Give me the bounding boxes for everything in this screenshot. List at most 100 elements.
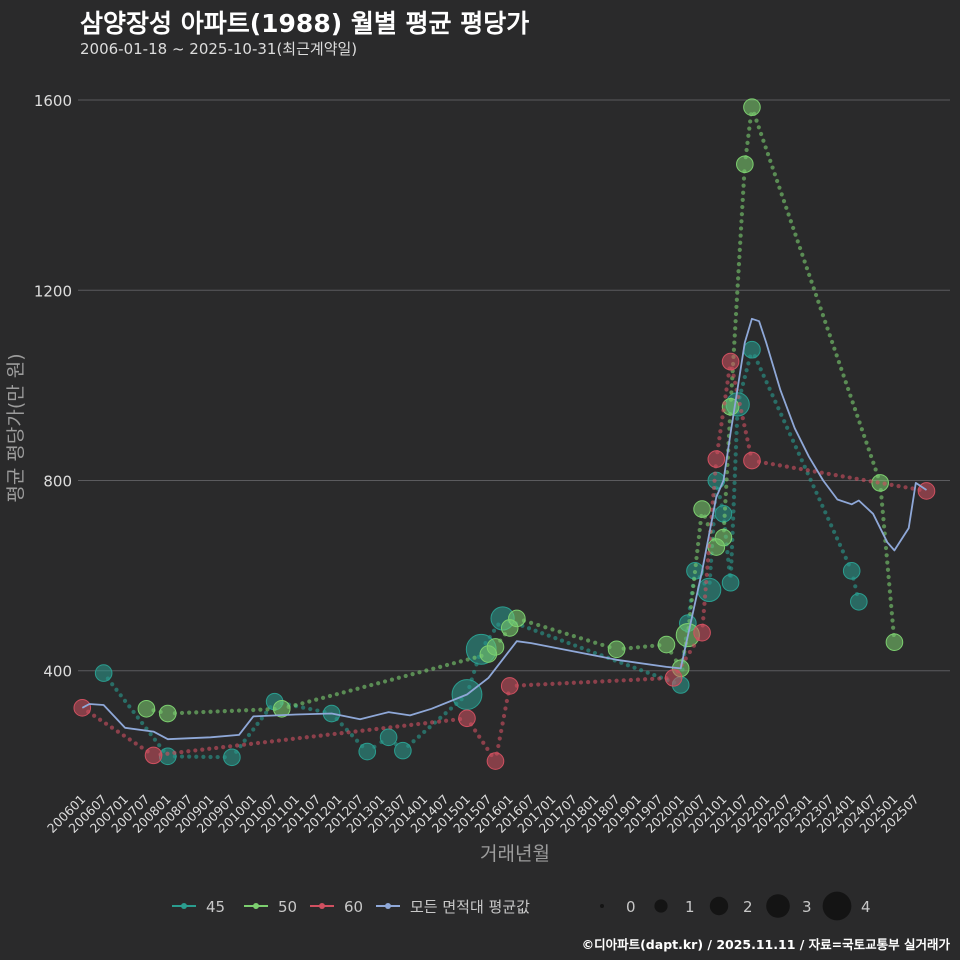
trend-dot: [528, 620, 534, 625]
trend-dot: [733, 466, 738, 471]
series-60-trend-segment: [756, 459, 922, 492]
trend-dot: [411, 739, 416, 744]
legend-item-size: 0: [600, 898, 636, 916]
chart-subtitle: 2006-01-18 ~ 2025-10-31(최근계약일): [80, 40, 358, 58]
trend-dot: [635, 645, 641, 650]
trend-dot: [739, 388, 744, 393]
trend-dot: [692, 569, 698, 575]
legend-size-marker: [654, 899, 668, 913]
trend-dot: [133, 741, 138, 746]
data-point-45: [94, 664, 113, 682]
trend-dot: [741, 176, 747, 181]
series-60-trend-segment: [468, 722, 494, 758]
trend-dot: [859, 427, 864, 432]
trend-dot: [481, 740, 486, 745]
trend-dot: [417, 670, 422, 675]
series-60-trend-segment: [514, 676, 669, 688]
trend-dot: [458, 659, 463, 664]
trend-dot: [739, 219, 744, 224]
average-line: [81, 317, 927, 741]
legend-marker: [181, 903, 187, 909]
trend-dot: [800, 252, 805, 257]
trend-dot: [528, 682, 534, 687]
trend-dot: [729, 566, 734, 571]
series-50-trend-segment: [621, 643, 662, 651]
trend-dot: [871, 460, 876, 465]
trend-dot: [172, 750, 177, 756]
trend-dot: [805, 471, 810, 476]
trend-dot: [775, 178, 780, 184]
trend-dot: [698, 520, 703, 526]
trend-dot: [571, 680, 576, 685]
trend-dot: [546, 633, 551, 638]
trend-dot: [246, 732, 252, 738]
trend-dot: [731, 373, 736, 378]
data-point-45: [394, 741, 412, 760]
legend: 45 50 60 모든 면적대 평균값 0 1 2 3 4: [172, 891, 871, 921]
trend-dot: [804, 266, 810, 271]
legend-size-label: 0: [626, 898, 636, 916]
y-tick-label: 400: [43, 663, 72, 681]
trend-dot: [592, 650, 598, 656]
trend-dot: [207, 746, 212, 751]
trend-dot: [732, 333, 737, 338]
trend-dot: [403, 673, 408, 679]
trend-dot: [799, 458, 804, 463]
trend-dot: [721, 408, 726, 413]
trend-dot: [339, 722, 344, 727]
trend-dot: [739, 408, 744, 414]
data-point-50: [885, 633, 904, 651]
legend-item-size: 3: [766, 894, 812, 918]
data-point-60: [458, 709, 476, 728]
legend-item-series: 모든 면적대 평균값: [376, 898, 530, 916]
trend-dot: [348, 688, 353, 693]
trend-dot: [127, 704, 132, 709]
trend-dot: [157, 743, 162, 748]
trend-dot: [179, 754, 185, 759]
trend-dot: [834, 536, 840, 541]
trend-dot: [797, 245, 803, 251]
trend-dot: [311, 734, 316, 739]
trend-dot: [221, 745, 226, 750]
trend-dot: [866, 447, 871, 452]
trend-dot: [731, 495, 737, 500]
series-50-trend-segment: [743, 112, 754, 160]
legend-size-marker: [766, 894, 790, 918]
trend-dot: [367, 727, 372, 732]
trend-dot: [362, 684, 367, 689]
trend-dot: [802, 464, 807, 469]
trend-dot: [314, 697, 319, 702]
trend-dot: [730, 523, 735, 528]
trend-dot: [717, 495, 722, 500]
data-point-50: [714, 528, 733, 547]
data-point-60: [144, 746, 163, 765]
data-point-60: [721, 352, 740, 371]
trend-dot: [812, 469, 817, 474]
trend-dot: [724, 470, 730, 475]
trend-dot: [864, 440, 869, 445]
trend-dot: [423, 721, 428, 726]
trend-dot: [826, 516, 831, 521]
trend-dot: [186, 749, 191, 754]
trend-dot: [756, 125, 761, 130]
trend-dot: [722, 520, 727, 526]
trend-dot: [416, 734, 421, 739]
trend-dot: [115, 729, 120, 734]
trend-dot: [139, 745, 144, 750]
trend-dot: [251, 707, 256, 713]
trend-dot: [708, 573, 713, 578]
trend-dot: [179, 749, 184, 755]
trend-dot: [290, 736, 295, 741]
legend-label: 모든 면적대 평균값: [410, 898, 530, 916]
trend-dot: [704, 579, 709, 585]
trend-dot: [725, 380, 730, 385]
series-45-trend-segment: [686, 576, 697, 618]
trend-dot: [473, 728, 478, 733]
trend-dot: [402, 723, 407, 728]
trend-dot: [733, 319, 738, 324]
trend-dot: [697, 527, 702, 533]
trend-dot: [722, 506, 728, 511]
trend-dot: [122, 698, 128, 703]
trend-dot: [536, 622, 541, 628]
trend-dot: [735, 283, 740, 288]
